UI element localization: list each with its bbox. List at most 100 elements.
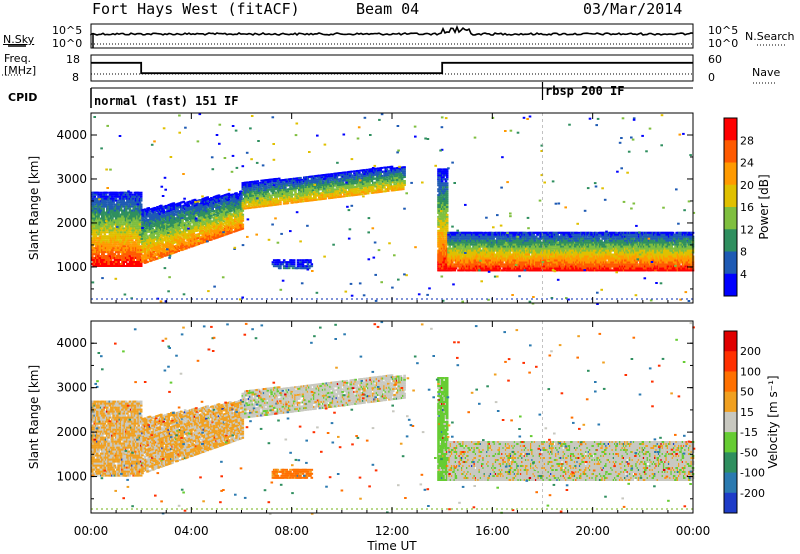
power-scatter-cell: [113, 229, 117, 232]
power-scatter-cell: [252, 204, 256, 207]
power-scatter-cell: [318, 186, 321, 189]
power-scatter-cell: [459, 255, 463, 258]
power-scatter-cell: [101, 197, 104, 200]
power-scatter-cell: [241, 223, 245, 226]
power-scatter-cell: [440, 180, 444, 183]
frequency-panel: [2, 54, 775, 84]
power-scatter-cell: [192, 234, 196, 237]
power-scatter-cell: [257, 189, 261, 192]
power-scatter-cell: [287, 182, 291, 185]
power-scatter-cell: [445, 217, 449, 220]
power-scatter-cell: [355, 185, 359, 188]
power-scatter-cell: [445, 210, 449, 212]
power-scatter-cell: [128, 221, 132, 224]
power-scatter-cell: [173, 209, 177, 212]
power-scatter-cell: [321, 180, 325, 183]
power-scatter-cell: [93, 195, 97, 198]
power-scatter-cell: [137, 227, 140, 230]
power-scatter-cell: [183, 216, 187, 219]
power-scatter-cell: [241, 213, 245, 216]
power-scatter-cell: [439, 249, 443, 252]
power-scatter-cell: [267, 184, 271, 187]
power-scatter-cell: [277, 177, 281, 180]
power-scatter-cell: [133, 241, 137, 244]
power-scatter-cell: [383, 186, 386, 189]
power-scatter-cell: [438, 196, 441, 199]
power-scatter-cell: [366, 192, 370, 195]
power-scatter-cell: [310, 197, 314, 200]
power-scatter-cell: [126, 197, 129, 200]
noise-tick-right-bottom: 10^0: [708, 37, 739, 50]
power-scatter-cell: [365, 168, 369, 171]
power-scatter-cell: [345, 195, 349, 197]
power-scatter-cell: [346, 179, 350, 181]
power-scatter-cell: [186, 219, 189, 222]
power-scatter-cell: [97, 215, 100, 218]
power-scatter-cell: [134, 225, 138, 228]
power-scatter-cell: [123, 221, 127, 224]
power-scatter-cell: [210, 197, 213, 199]
nsky-line: [90, 24, 694, 36]
power-scatter-cell: [111, 251, 114, 254]
power-scatter-cell: [195, 239, 198, 242]
power-scatter-cell: [129, 205, 133, 208]
power-scatter-cell: [139, 245, 143, 248]
power-scatter-cell: [137, 209, 140, 212]
power-scatter-cell: [99, 209, 103, 212]
power-scatter-cell: [265, 189, 268, 191]
power-scatter-cell: [123, 207, 127, 210]
power-scatter-cell: [106, 191, 109, 194]
power-scatter-cell: [402, 188, 405, 191]
power-scatter-cell: [108, 227, 112, 230]
power-scatter-cell: [121, 219, 124, 222]
power-scatter-cell: [315, 192, 319, 195]
power-scatter-cell: [117, 203, 120, 206]
power-scatter-cell: [153, 210, 157, 213]
power-scatter-cell: [272, 190, 276, 193]
power-scatter-cell: [93, 249, 97, 252]
power-scatter-cell: [311, 189, 315, 192]
power-scatter-cell: [138, 223, 142, 226]
power-scatter-cell: [206, 208, 209, 211]
power-scatter-cell: [301, 200, 305, 203]
power-scatter-cell: [117, 213, 120, 216]
power-scatter-cell: [331, 180, 335, 183]
power-scatter-cell: [91, 209, 94, 212]
power-scatter-cell: [281, 181, 285, 184]
power-scatter-cell: [276, 203, 280, 206]
power-scatter-cell: [121, 197, 124, 200]
power-scatter-cell: [361, 183, 365, 186]
power-scatter-cell: [107, 257, 110, 259]
power-scatter-cell: [445, 178, 449, 181]
power-scatter-cell: [306, 195, 310, 198]
power-scatter-cell: [116, 209, 119, 212]
power-scatter-cell: [178, 204, 182, 206]
power-scatter-cell: [93, 239, 97, 242]
power-scatter-cell: [118, 257, 122, 259]
power-scatter-cell: [201, 223, 204, 226]
power-scatter-cell: [453, 269, 457, 272]
power-scatter-cell: [254, 180, 257, 183]
power-scatter-cell: [264, 181, 267, 184]
power-scatter-cell: [336, 188, 340, 191]
power-scatter-cell: [121, 241, 124, 244]
power-scatter-cell: [270, 196, 273, 199]
power-scatter-cell: [445, 221, 449, 224]
power-scatter-cell: [172, 212, 176, 215]
power-scatter-cell: [121, 237, 124, 240]
power-scatter-cell: [262, 193, 266, 196]
power-scatter-cell: [165, 204, 168, 207]
power-scatter-cell: [240, 196, 243, 199]
power-scatter-cell: [227, 198, 231, 201]
power-scatter-cell: [241, 209, 245, 212]
power-scatter-cell: [262, 197, 266, 200]
power-scatter-cell: [190, 215, 193, 218]
power-scatter-cell: [241, 219, 245, 222]
power-scatter-cell: [131, 209, 134, 212]
power-scatter-cell: [126, 217, 129, 220]
cpid-label: CPID: [8, 91, 38, 104]
power-scatter-cell: [295, 187, 298, 190]
power-scatter-cell: [294, 191, 297, 194]
power-scatter-cell: [286, 190, 290, 193]
power-scatter-cell: [124, 261, 128, 263]
